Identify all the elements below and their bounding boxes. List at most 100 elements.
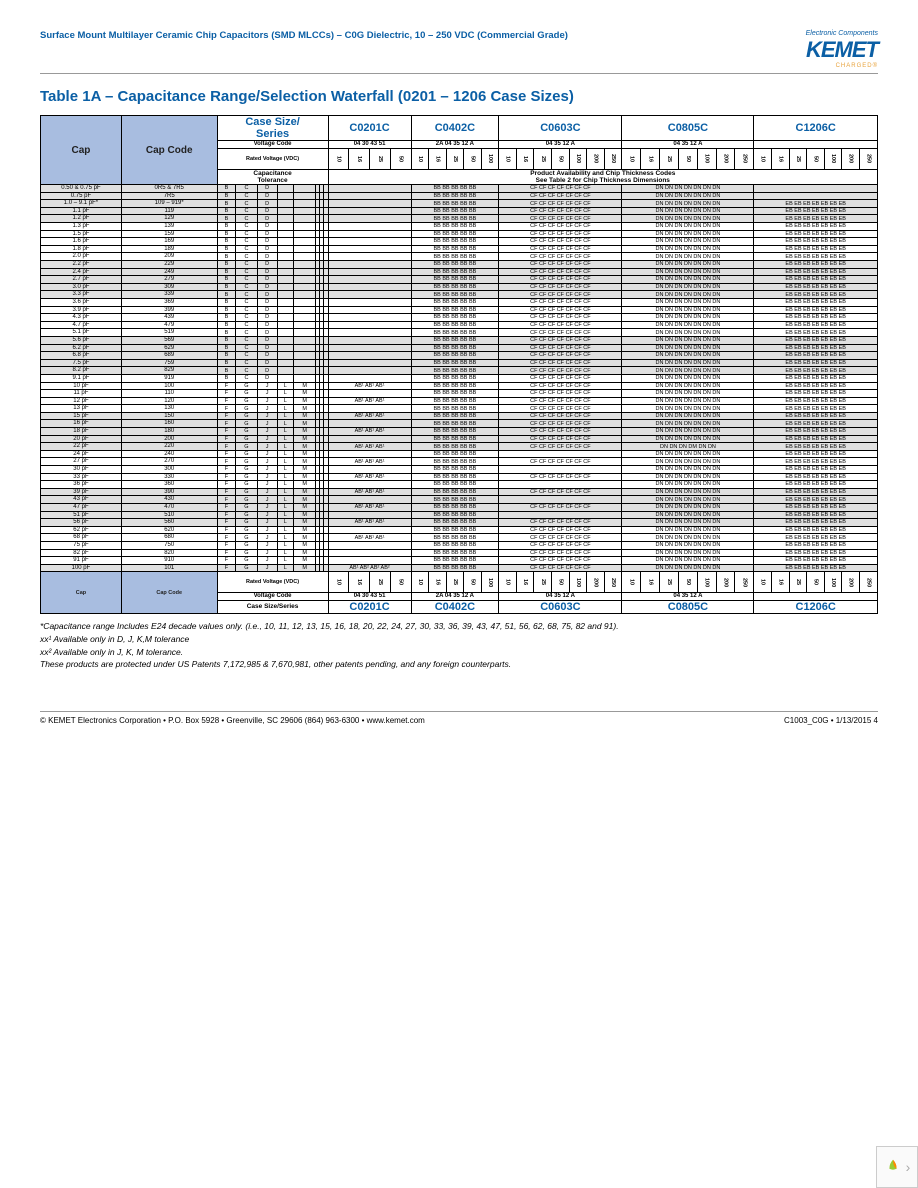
table-row: 91 pF910FGJLMBB BB BB BB BBCF CF CF CF C… xyxy=(41,557,878,565)
cap-code: 569 xyxy=(121,336,217,344)
cap-value: 62 pF xyxy=(41,526,122,534)
series-c0201: C0201C xyxy=(328,116,411,141)
table-row: 39 pF390FGJLMAB¹ AB¹ AB¹BB BB BB BB BBCF… xyxy=(41,488,878,496)
kemet-logo: Electronic Components KEMET CHARGED® xyxy=(806,30,878,69)
cap-code: 119 xyxy=(121,207,217,215)
series-c0402: C0402C xyxy=(411,116,499,141)
table-row: 82 pF820FGJLMBB BB BB BB BBCF CF CF CF C… xyxy=(41,549,878,557)
cap-code: 910 xyxy=(121,557,217,565)
cap-value: 5.6 pF xyxy=(41,336,122,344)
header-text: Surface Mount Multilayer Ceramic Chip Ca… xyxy=(40,30,568,41)
cap-value: 36 pF xyxy=(41,481,122,489)
chevron-right-icon: › xyxy=(906,1159,911,1175)
cap-value: 7.5 pF xyxy=(41,359,122,367)
cap-code: 820 xyxy=(121,549,217,557)
table-row: 36 pF360FGJLMBB BB BB BB BBDN DN DN DN D… xyxy=(41,481,878,489)
footer-right: C1003_C0G • 1/13/2015 4 xyxy=(784,716,878,725)
table-row: 51 pF510FGJLMBB BB BB BB BBDN DN DN DN D… xyxy=(41,511,878,519)
table-row: 2.4 pF249BCDBB BB BB BB BBCF CF CF CF CF… xyxy=(41,268,878,276)
cap-value: 1.5 pF xyxy=(41,230,122,238)
page-corner-nav[interactable]: › xyxy=(876,1146,918,1188)
cap-code: 680 xyxy=(121,534,217,542)
cap-code: 110 xyxy=(121,390,217,398)
cap-code: 100 xyxy=(121,382,217,390)
table-row: 1.5 pF159BCDBB BB BB BB BBCF CF CF CF CF… xyxy=(41,230,878,238)
cap-code: 829 xyxy=(121,367,217,375)
cap-code: 309 xyxy=(121,283,217,291)
table-row: 43 pF430FGJLMBB BB BB BB BBDN DN DN DN D… xyxy=(41,496,878,504)
cap-code: 109 – 919* xyxy=(121,200,217,208)
table-row: 100 pF101FGJLMAB¹ AB² AB² AB²BB BB BB BB… xyxy=(41,564,878,572)
waterfall-table: CapCap CodeCase Size/SeriesC0201CC0402CC… xyxy=(40,115,878,614)
page-footer: © KEMET Electronics Corporation • P.O. B… xyxy=(40,711,878,725)
cap-code: 339 xyxy=(121,291,217,299)
cap-value: 33 pF xyxy=(41,473,122,481)
footnote-line: xx² Available only in J, K, M tolerance. xyxy=(40,646,878,659)
cap-value: 75 pF xyxy=(41,541,122,549)
cap-value: 0.75 pF xyxy=(41,192,122,200)
cap-code: 200 xyxy=(121,435,217,443)
cap-code: 249 xyxy=(121,268,217,276)
table-row: 1.6 pF169BCDBB BB BB BB BBCF CF CF CF CF… xyxy=(41,238,878,246)
cap-code: 439 xyxy=(121,314,217,322)
cap-value: 43 pF xyxy=(41,496,122,504)
table-row: 4.7 pF479BCDBB BB BB BB BBCF CF CF CF CF… xyxy=(41,321,878,329)
table-row: 24 pF240FGJLMBB BB BB BB BBDN DN DN DN D… xyxy=(41,450,878,458)
cap-value: 6.8 pF xyxy=(41,352,122,360)
table-row: 13 pF130FGJLMBB BB BB BB BBCF CF CF CF C… xyxy=(41,405,878,413)
cap-value: 27 pF xyxy=(41,458,122,466)
table-row: 2.7 pF279BCDBB BB BB BB BBCF CF CF CF CF… xyxy=(41,276,878,284)
footnote-line: xx¹ Available only in D, J, K,M toleranc… xyxy=(40,633,878,646)
table-row: 8.2 pF829BCDBB BB BB BB BBCF CF CF CF CF… xyxy=(41,367,878,375)
cap-code: 240 xyxy=(121,450,217,458)
table-row: 18 pF180FGJLMAB¹ AB¹ AB¹BB BB BB BB BBCF… xyxy=(41,428,878,436)
table-title: Table 1A – Capacitance Range/Selection W… xyxy=(40,88,878,105)
cap-value: 1.8 pF xyxy=(41,245,122,253)
cap-code: 7R5 xyxy=(121,192,217,200)
cap-value: 2.2 pF xyxy=(41,261,122,269)
cap-value: 16 pF xyxy=(41,420,122,428)
col-caseseries: Case Size/Series xyxy=(217,116,328,141)
cap-value: 24 pF xyxy=(41,450,122,458)
cap-value: 100 pF xyxy=(41,564,122,572)
table-row: 3.0 pF309BCDBB BB BB BB BBCF CF CF CF CF… xyxy=(41,283,878,291)
cap-value: 15 pF xyxy=(41,412,122,420)
cap-code: 470 xyxy=(121,504,217,512)
cap-code: 129 xyxy=(121,215,217,223)
table-row: 10 pF100FGJLMAB¹ AB¹ AB¹BB BB BB BB BBCF… xyxy=(41,382,878,390)
cap-code: 510 xyxy=(121,511,217,519)
cap-value: 22 pF xyxy=(41,443,122,451)
cap-code: 399 xyxy=(121,306,217,314)
table-row: 3.3 pF339BCDBB BB BB BB BBCF CF CF CF CF… xyxy=(41,291,878,299)
cap-value: 3.3 pF xyxy=(41,291,122,299)
cap-value: 2.4 pF xyxy=(41,268,122,276)
table-row: 47 pF470FGJLMAB¹ AB¹ AB¹BB BB BB BB BBCF… xyxy=(41,504,878,512)
cap-value: 68 pF xyxy=(41,534,122,542)
table-row: 0.50 & 0.75 pF0R5 & 7R5BCDBB BB BB BB BB… xyxy=(41,185,878,193)
cap-code: 689 xyxy=(121,352,217,360)
cap-code: 101 xyxy=(121,564,217,572)
table-row: 68 pF680FGJLMAB¹ AB¹ AB¹BB BB BB BB BBCF… xyxy=(41,534,878,542)
cap-code: 189 xyxy=(121,245,217,253)
series-c0805: C0805C xyxy=(622,116,754,141)
series-c0603: C0603C xyxy=(499,116,622,141)
row-voltagecode-label: Voltage Code xyxy=(217,141,328,149)
cap-value: 12 pF xyxy=(41,397,122,405)
cap-code: 390 xyxy=(121,488,217,496)
cap-value: 1.2 pF xyxy=(41,215,122,223)
cap-value: 13 pF xyxy=(41,405,122,413)
cap-code: 519 xyxy=(121,329,217,337)
cap-value: 30 pF xyxy=(41,466,122,474)
cap-code: 159 xyxy=(121,230,217,238)
cap-code: 300 xyxy=(121,466,217,474)
table-row: 12 pF120FGJLMAB¹ AB¹ AB¹BB BB BB BB BBCF… xyxy=(41,397,878,405)
cap-code: 180 xyxy=(121,428,217,436)
cap-code: 629 xyxy=(121,344,217,352)
cap-value: 2.0 pF xyxy=(41,253,122,261)
cap-code: 360 xyxy=(121,481,217,489)
cap-code: 0R5 & 7R5 xyxy=(121,185,217,193)
table-row: 5.1 pF519BCDBB BB BB BB BBCF CF CF CF CF… xyxy=(41,329,878,337)
cap-code: 120 xyxy=(121,397,217,405)
cap-value: 56 pF xyxy=(41,519,122,527)
cap-value: 47 pF xyxy=(41,504,122,512)
